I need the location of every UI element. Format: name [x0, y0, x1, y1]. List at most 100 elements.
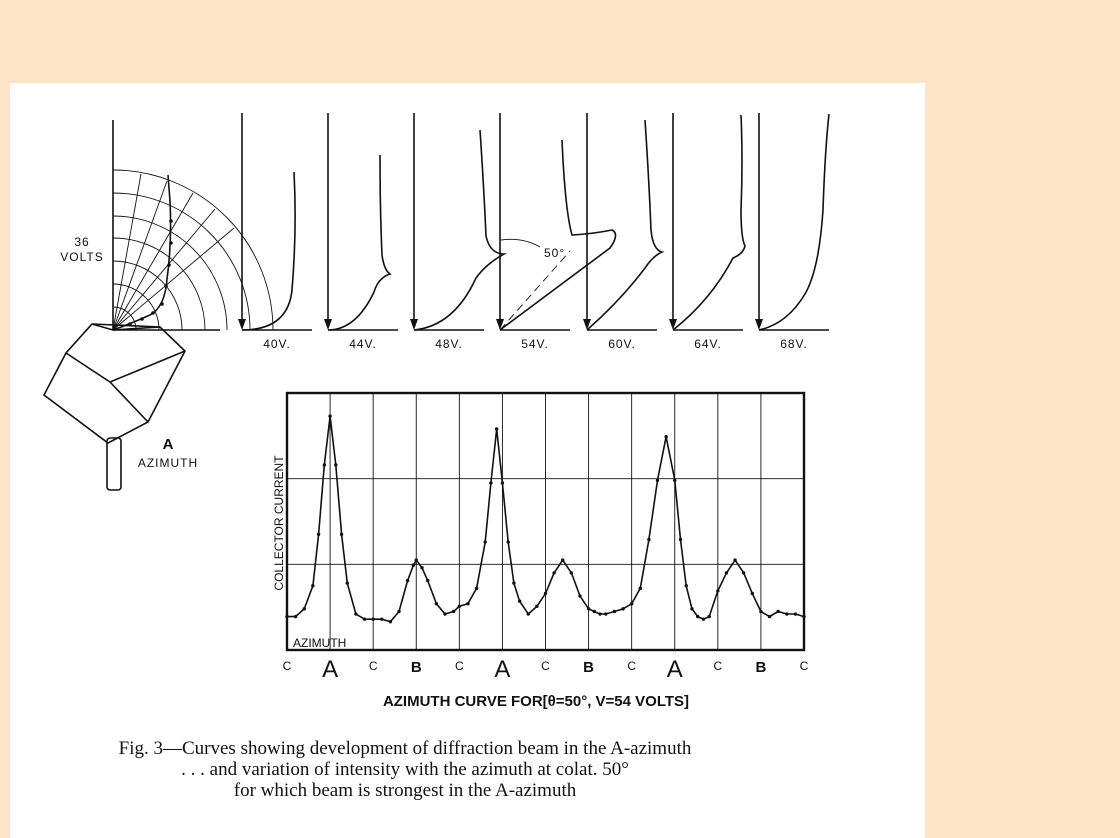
- beam-voltage-label: 40V.: [263, 337, 291, 351]
- x-tick-label: A: [322, 656, 338, 683]
- data-point: [285, 614, 289, 619]
- data-point: [767, 614, 772, 619]
- data-points: [285, 414, 806, 624]
- data-point: [526, 612, 530, 616]
- y-axis-label: COLLECTOR CURRENT: [272, 455, 286, 591]
- beam-panel-arrowhead: [755, 319, 763, 330]
- data-point: [434, 602, 439, 606]
- beam-panel: 68V.: [755, 113, 830, 351]
- data-point: [678, 537, 683, 542]
- beam-development-panels: 40V. 44V. 48V. 54V. 60V. 64V. 68V.: [238, 113, 830, 351]
- azimuth-a-letter: A: [163, 436, 174, 453]
- azimuth-a-label: AZIMUTH: [138, 456, 198, 470]
- x-tick-label: B: [411, 659, 422, 676]
- voltage-label-line-2: VOLTS: [60, 250, 103, 264]
- data-point: [759, 609, 763, 614]
- beam-panel-curve: [241, 171, 296, 331]
- data-point: [724, 571, 729, 575]
- caption-line-2: . . . and variation of intensity with th…: [181, 759, 629, 780]
- data-point: [457, 604, 462, 609]
- figure-page: 36 VOLTS A AZIMUTH 40V. 44V. 48V. 54V. 60V. 6…: [10, 83, 925, 838]
- data-point: [673, 478, 677, 483]
- data-point: [647, 537, 651, 542]
- angle-label: 50°: [544, 246, 565, 260]
- electron-gun-apparatus: [42, 323, 186, 491]
- polar-diagram: 36 VOLTS A AZIMUTH: [42, 120, 274, 491]
- x-tick-label: C: [283, 659, 292, 673]
- data-point: [414, 558, 418, 562]
- caption-line-3: for which beam is strongest in the A-azi…: [233, 780, 577, 801]
- beam-panel-curve: [499, 139, 617, 331]
- beam-voltage-label: 64V.: [694, 337, 722, 351]
- plot-gridlines: [287, 393, 804, 650]
- data-point: [696, 614, 700, 619]
- data-point: [443, 612, 447, 616]
- data-point: [569, 571, 574, 575]
- data-point: [322, 463, 327, 467]
- voltage-label-line-1: 36: [74, 235, 89, 249]
- beam-panel-arrowhead: [496, 319, 504, 330]
- beam-panel: 40V.: [238, 113, 312, 351]
- data-point: [621, 607, 625, 611]
- beam-panel-curve: [586, 119, 665, 331]
- beam-panel: 54V.: [496, 113, 617, 351]
- x-tick-label: C: [800, 659, 809, 673]
- x-axis-label: AZIMUTH: [293, 636, 346, 650]
- x-tick-label: C: [713, 659, 722, 673]
- data-point: [293, 614, 298, 619]
- chart-title: AZIMUTH CURVE FOR[θ=50°, V=54 VOLTS]: [383, 693, 689, 710]
- beam-panel: 64V.: [669, 113, 746, 351]
- data-point: [684, 584, 688, 588]
- data-point: [552, 571, 556, 575]
- data-point: [543, 591, 548, 596]
- beam-panel-curve: [327, 154, 392, 331]
- data-point: [380, 617, 384, 621]
- data-point: [405, 578, 410, 583]
- x-tick-label: B: [583, 659, 594, 676]
- data-point: [592, 609, 597, 614]
- data-point: [716, 589, 720, 593]
- data-point: [411, 563, 416, 567]
- data-point: [354, 612, 358, 616]
- beam-panel-arrowhead: [238, 319, 246, 330]
- beam-panel: 48V.: [410, 113, 508, 351]
- polar-intensity-curve: [112, 174, 172, 331]
- caption-line-1: Fig. 3—Curves showing development of dif…: [118, 738, 692, 759]
- data-point: [426, 578, 430, 583]
- data-point: [334, 463, 338, 467]
- data-point: [506, 540, 510, 544]
- data-point: [612, 609, 617, 614]
- data-point: [489, 481, 493, 485]
- data-point: [371, 617, 375, 621]
- beam-voltage-label: 48V.: [435, 337, 463, 351]
- x-tick-label: C: [369, 659, 378, 673]
- data-point: [316, 532, 321, 537]
- data-point: [604, 612, 608, 616]
- beam-voltage-label: 44V.: [349, 337, 377, 351]
- data-point: [664, 434, 668, 439]
- beam-panel-curve: [758, 113, 830, 331]
- data-point: [535, 604, 539, 609]
- data-point: [517, 599, 522, 603]
- data-point: [655, 478, 660, 483]
- data-point: [578, 594, 582, 598]
- x-tick-label: C: [455, 659, 464, 673]
- data-point: [776, 609, 780, 614]
- data-point: [690, 607, 694, 611]
- beam-panel-arrowhead: [324, 319, 332, 330]
- x-tick-label: B: [755, 659, 766, 676]
- data-point: [397, 609, 401, 614]
- x-tick-label: A: [494, 656, 510, 683]
- data-point: [328, 414, 332, 418]
- data-point: [793, 612, 798, 616]
- data-point: [302, 607, 306, 611]
- data-point: [494, 427, 499, 431]
- beam-voltage-label: 68V.: [780, 337, 808, 351]
- data-point: [561, 558, 565, 562]
- figure-3: 36 VOLTS A AZIMUTH 40V. 44V. 48V. 54V. 60V. 6…: [42, 113, 830, 710]
- beam-panel: 60V.: [583, 113, 665, 351]
- beam-voltage-label: 54V.: [521, 337, 549, 351]
- x-tick-label: C: [541, 659, 550, 673]
- data-point: [586, 607, 591, 611]
